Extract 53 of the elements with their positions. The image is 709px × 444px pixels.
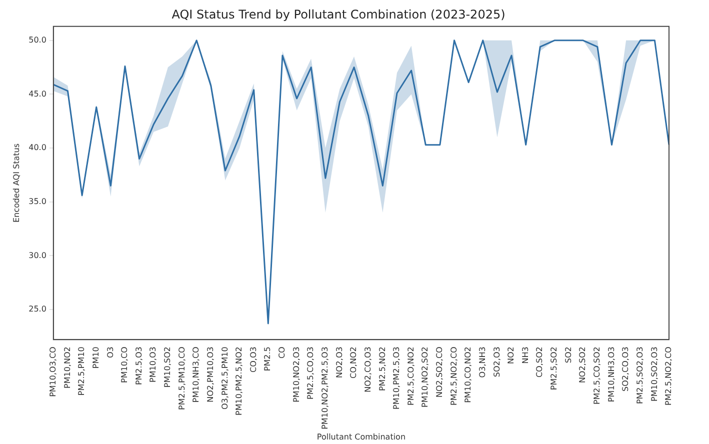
x-tick-label: CO,NO2 xyxy=(349,346,358,378)
y-tick-label: 40.0 xyxy=(28,143,46,152)
x-tick-label: PM2.5,NO2,CO xyxy=(449,346,458,406)
x-tick-label: SO2,O3 xyxy=(492,346,502,378)
x-tick-label: CO xyxy=(278,346,287,359)
x-tick-label: PM10,NO2,PM2.5,O3 xyxy=(320,346,330,430)
y-tick-label: 25.0 xyxy=(28,304,46,314)
x-tick-label: PM10,NH3,O3 xyxy=(606,346,616,402)
x-tick-label: NO2,SO2 xyxy=(578,346,588,384)
x-tick-label: CO,SO2 xyxy=(535,346,544,378)
x-tick-label: PM10,PM2.5,O3 xyxy=(392,346,402,410)
x-tick-label: PM2.5,SO2 xyxy=(550,346,559,390)
x-tick-label: PM10,CO,NO2 xyxy=(464,346,473,403)
x-tick-label: PM2.5,CO,NO2 xyxy=(406,346,416,406)
x-tick-label: PM10,SO2 xyxy=(163,346,172,388)
x-tick-label: PM10,NO2 xyxy=(62,346,72,388)
x-tick-label: NO2,O3 xyxy=(334,346,344,378)
x-tick-label: PM10,NH3,CO xyxy=(192,346,201,403)
x-tick-label: NO2,SO2,CO xyxy=(435,346,444,398)
x-tick-label: NO2 xyxy=(506,346,516,364)
y-axis-title: Encoded AQI Status xyxy=(12,144,21,223)
x-tick-label: PM2.5,O3 xyxy=(134,346,144,386)
y-tick-label: 30.0 xyxy=(28,250,46,260)
x-tick-label: PM2.5,SO2,O3 xyxy=(635,346,644,404)
x-tick-label: O3,PM2.5,PM10 xyxy=(220,346,230,410)
x-tick-label: CO,O3 xyxy=(248,346,258,372)
x-tick-label: PM10,O3 xyxy=(148,346,158,382)
x-tick-label: PM2.5,PM10,CO xyxy=(177,346,186,410)
x-tick-label: PM2.5,CO,SO2 xyxy=(592,346,602,405)
x-tick-label: PM2.5,NO2 xyxy=(378,346,387,392)
y-tick-label: 50.0 xyxy=(28,35,46,44)
x-tick-label: PM10,NO2,SO2 xyxy=(420,346,430,408)
y-tick-label: 45.0 xyxy=(28,89,46,98)
x-tick-label: PM10,O3,CO xyxy=(48,346,58,397)
x-tick-label: PM2.5,NO2,CO xyxy=(664,346,674,406)
x-tick-label: NO2,PM10,O3 xyxy=(206,346,215,402)
x-tick-label: PM10 xyxy=(91,346,100,369)
x-tick-label: PM2.5 xyxy=(263,346,272,372)
y-tick-label: 35.0 xyxy=(28,196,46,206)
x-tick-label: PM10,SO2,O3 xyxy=(650,346,659,402)
x-tick-label: PM10,CO xyxy=(120,346,130,383)
x-tick-label: PM10,PM2.5,NO2 xyxy=(234,346,244,416)
x-tick-label: PM2.5,CO,O3 xyxy=(306,346,316,400)
x-tick-label: PM10,NO2,O3 xyxy=(292,346,301,402)
x-axis-title: Pollutant Combination xyxy=(316,432,406,442)
x-tick-label: O3,NH3 xyxy=(478,346,487,378)
x-tick-label: SO2 xyxy=(564,346,573,364)
chart-title: AQI Status Trend by Pollutant Combination (2023-2025) xyxy=(172,7,506,22)
x-tick-label: NO2,CO,O3 xyxy=(363,346,372,392)
x-tick-label: NH3 xyxy=(520,346,530,364)
x-tick-label: O3 xyxy=(106,346,115,358)
x-tick-label: PM2.5,PM10 xyxy=(77,346,86,396)
x-tick-label: SO2,CO,O3 xyxy=(621,346,630,392)
